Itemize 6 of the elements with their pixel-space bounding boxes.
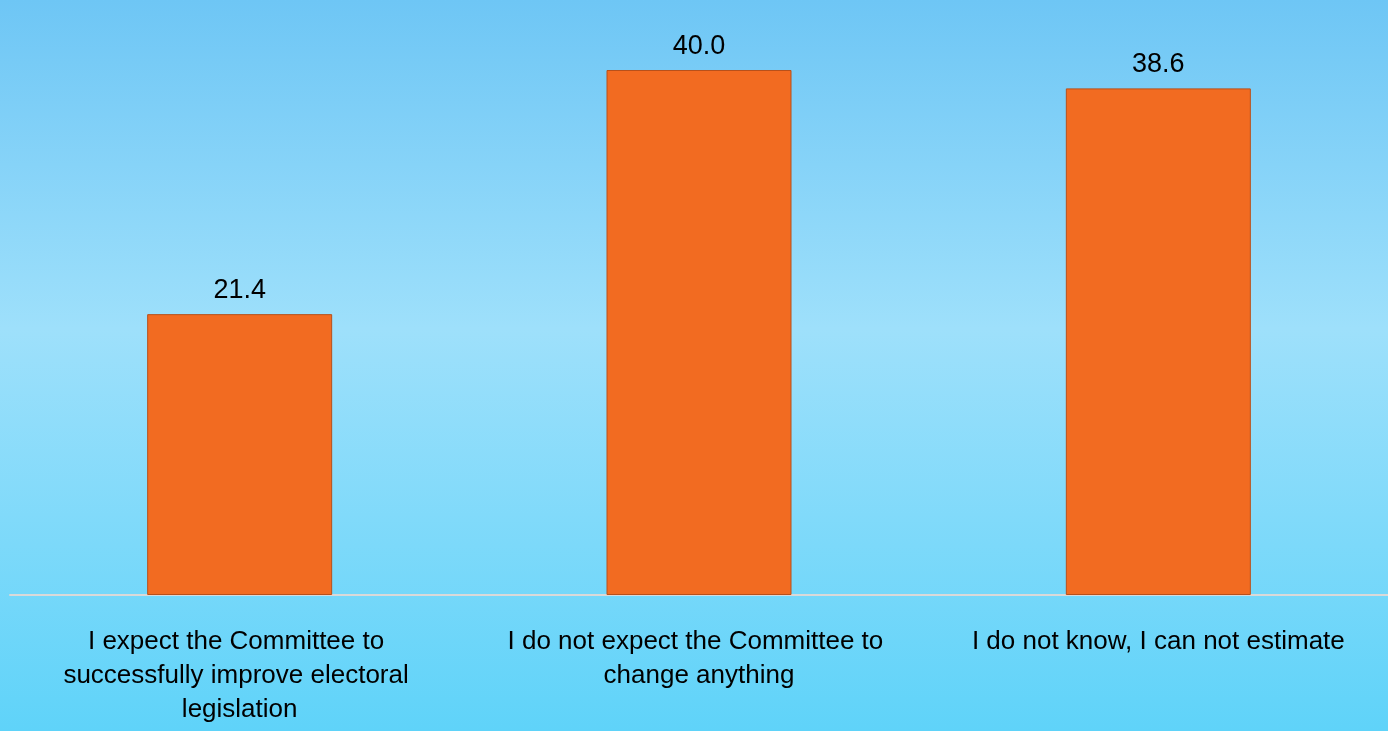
x-tick-label: I do not expect the Committee to change anything [507,625,891,689]
data-label: 21.4 [213,273,266,304]
data-label: 40.0 [672,29,726,60]
data-label: 38.6 [1132,47,1185,78]
x-tick-label: I do not know, I can not estimate [971,625,1345,655]
x-tick-label: I expect the Committee to successfully improve electoral legislation [63,625,416,723]
